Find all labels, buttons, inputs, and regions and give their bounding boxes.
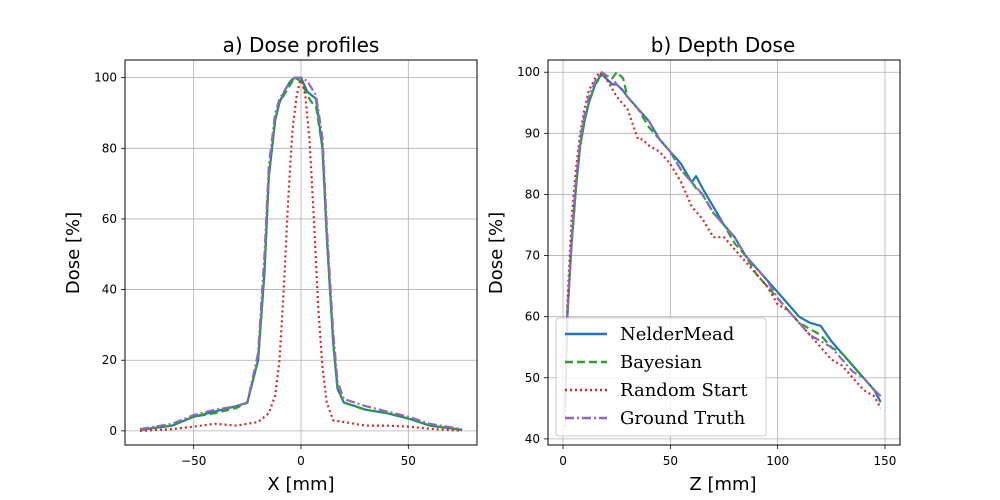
legend-neldermead-label: NelderMead — [620, 324, 734, 345]
legend-random-start-label: Random Start — [620, 380, 748, 401]
depth-dose-y-tick-label: 80 — [525, 187, 540, 201]
depth-dose-x-tick-label: 50 — [663, 454, 678, 468]
depth-dose-x-tick-label: 0 — [559, 454, 567, 468]
depth-dose-y-tick-label: 40 — [525, 432, 540, 446]
depth-dose-y-tick-label: 60 — [525, 310, 540, 324]
dose-profiles-y-label: Dose [%] — [63, 212, 84, 294]
depth-dose-x-tick-label: 100 — [766, 454, 789, 468]
legend-bayesian-label: Bayesian — [620, 352, 703, 373]
dose-profiles-y-tick-label: 60 — [102, 212, 117, 226]
dose-profiles-y-tick-label: 0 — [109, 424, 117, 438]
depth-dose-y-label: Dose [%] — [486, 212, 507, 294]
dose-profiles-y-tick-label: 20 — [102, 353, 117, 367]
legend-ground-truth-label: Ground Truth — [620, 408, 746, 429]
dose-profiles-bayesian-line — [139, 76, 463, 431]
dose-profiles-ground-truth-line — [139, 76, 463, 431]
depth-dose-y-tick-label: 90 — [525, 126, 540, 140]
depth-dose-ground-truth-line — [564, 71, 882, 409]
legend: NelderMead Bayesian Random Start Ground Tru… — [555, 317, 767, 437]
depth-dose-y-tick-label: 100 — [517, 65, 540, 79]
dose-profiles-axes-frame — [124, 59, 478, 446]
depth-dose-plot: b) Depth Dose Z [mm] Dose [%] 0 50 100 150 4… — [486, 33, 901, 495]
dose-profiles-y-tick-label: 40 — [102, 283, 117, 297]
dose-profiles-plot: a) Dose profiles X [mm] Dose [%] −50 0 50 0… — [63, 33, 478, 495]
dose-profiles-y-tick-label: 100 — [94, 71, 117, 85]
dose-profiles-x-tick-label: −50 — [181, 454, 206, 468]
depth-dose-x-label: Z [mm] — [689, 474, 756, 495]
depth-dose-y-tick-label: 50 — [525, 371, 540, 385]
dose-profiles-title: a) Dose profiles — [223, 33, 380, 57]
depth-dose-bayesian-line — [564, 71, 882, 409]
depth-dose-x-tick-label: 150 — [874, 454, 897, 468]
depth-dose-title: b) Depth Dose — [651, 33, 796, 57]
dose-profiles-x-tick-label: 50 — [401, 454, 416, 468]
dose-profiles-x-label: X [mm] — [267, 474, 334, 495]
dose-profiles-x-tick-label: 0 — [297, 454, 305, 468]
depth-dose-y-tick-label: 70 — [525, 249, 540, 263]
depth-dose-axes-frame — [547, 59, 901, 446]
legend-box — [555, 317, 767, 437]
dose-profiles-y-tick-label: 80 — [102, 141, 117, 155]
